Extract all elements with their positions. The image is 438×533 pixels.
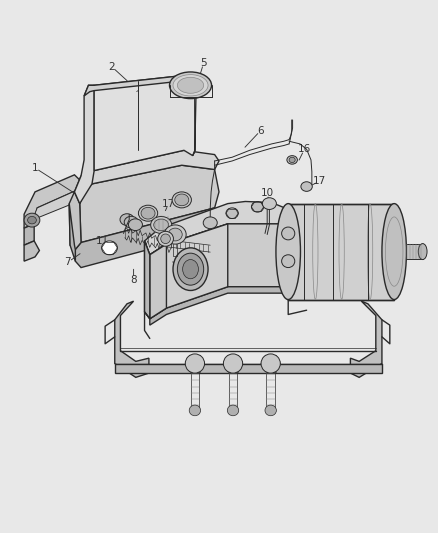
Ellipse shape — [158, 231, 173, 246]
Ellipse shape — [189, 405, 201, 416]
Text: 1: 1 — [32, 163, 39, 173]
Ellipse shape — [151, 216, 172, 233]
Ellipse shape — [124, 216, 138, 228]
Ellipse shape — [203, 217, 217, 229]
Ellipse shape — [168, 228, 182, 241]
Ellipse shape — [161, 234, 170, 244]
Text: 11: 11 — [96, 236, 110, 246]
Ellipse shape — [141, 207, 155, 219]
Text: 10: 10 — [261, 188, 274, 198]
Ellipse shape — [418, 244, 427, 260]
Text: 8: 8 — [130, 275, 137, 285]
Polygon shape — [35, 190, 81, 217]
Ellipse shape — [183, 260, 198, 279]
Polygon shape — [145, 241, 150, 319]
Polygon shape — [24, 175, 81, 228]
Ellipse shape — [128, 219, 142, 231]
Polygon shape — [74, 85, 94, 204]
Polygon shape — [75, 208, 219, 268]
Ellipse shape — [177, 77, 204, 93]
Ellipse shape — [154, 219, 169, 231]
Text: 17: 17 — [313, 176, 326, 186]
Polygon shape — [80, 165, 219, 243]
Ellipse shape — [262, 198, 276, 209]
Polygon shape — [145, 201, 288, 255]
Ellipse shape — [175, 194, 189, 206]
Ellipse shape — [289, 157, 295, 163]
Polygon shape — [150, 244, 166, 319]
Ellipse shape — [287, 156, 297, 164]
Ellipse shape — [227, 405, 239, 416]
Ellipse shape — [282, 255, 295, 268]
Text: 6: 6 — [257, 126, 264, 135]
Polygon shape — [84, 76, 195, 96]
Ellipse shape — [301, 182, 312, 191]
Ellipse shape — [172, 192, 191, 208]
Ellipse shape — [226, 208, 238, 219]
Ellipse shape — [265, 405, 276, 416]
Text: 5: 5 — [200, 58, 207, 68]
Ellipse shape — [138, 205, 158, 221]
Ellipse shape — [251, 201, 264, 212]
Ellipse shape — [24, 213, 40, 227]
Ellipse shape — [164, 225, 186, 244]
Polygon shape — [69, 192, 81, 249]
Polygon shape — [193, 92, 196, 156]
Polygon shape — [115, 364, 382, 373]
Polygon shape — [69, 204, 75, 261]
Ellipse shape — [185, 354, 205, 373]
Text: 7: 7 — [64, 257, 71, 267]
Polygon shape — [115, 301, 149, 377]
Ellipse shape — [28, 216, 36, 224]
Polygon shape — [350, 301, 382, 377]
Text: 2: 2 — [108, 62, 115, 71]
Ellipse shape — [382, 204, 406, 300]
Ellipse shape — [173, 248, 208, 290]
Text: 16: 16 — [298, 144, 311, 154]
Ellipse shape — [282, 227, 295, 240]
Polygon shape — [406, 244, 423, 259]
Polygon shape — [288, 204, 394, 300]
Text: 17: 17 — [162, 199, 175, 208]
Ellipse shape — [223, 354, 243, 373]
Ellipse shape — [173, 75, 208, 96]
Polygon shape — [24, 224, 34, 245]
Polygon shape — [150, 224, 228, 319]
Polygon shape — [150, 224, 288, 319]
Ellipse shape — [261, 354, 280, 373]
Ellipse shape — [102, 241, 117, 255]
Polygon shape — [24, 241, 39, 261]
Polygon shape — [74, 150, 219, 204]
Ellipse shape — [276, 204, 300, 300]
Text: 9: 9 — [185, 262, 192, 271]
Polygon shape — [94, 76, 195, 171]
Ellipse shape — [120, 214, 134, 225]
Polygon shape — [145, 241, 150, 319]
Polygon shape — [150, 287, 288, 325]
Ellipse shape — [170, 72, 212, 99]
Ellipse shape — [177, 253, 204, 285]
